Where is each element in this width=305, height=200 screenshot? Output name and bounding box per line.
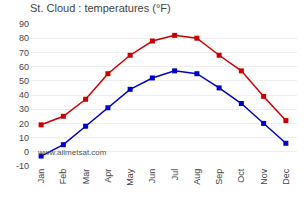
svg-text:-10: -10	[16, 161, 29, 171]
svg-text:May: May	[125, 168, 135, 186]
svg-text:www.allmetsat.com: www.allmetsat.com	[37, 148, 107, 157]
svg-text:Jul: Jul	[170, 169, 180, 181]
svg-text:Mar: Mar	[81, 169, 91, 185]
svg-text:50: 50	[19, 76, 29, 86]
svg-text:Jun: Jun	[147, 169, 157, 184]
svg-text:10: 10	[19, 133, 29, 143]
svg-text:60: 60	[19, 62, 29, 72]
svg-text:20: 20	[19, 119, 29, 129]
svg-text:Sep: Sep	[214, 169, 224, 185]
svg-text:40: 40	[19, 90, 29, 100]
svg-text:Feb: Feb	[58, 169, 68, 185]
svg-text:St. Cloud : temperatures (°F): St. Cloud : temperatures (°F)	[30, 2, 171, 14]
svg-text:Jan: Jan	[36, 169, 46, 184]
svg-text:80: 80	[19, 33, 29, 43]
svg-text:Aug: Aug	[192, 169, 202, 185]
svg-text:70: 70	[19, 48, 29, 58]
svg-text:0: 0	[24, 147, 29, 157]
svg-text:90: 90	[19, 19, 29, 29]
svg-text:30: 30	[19, 104, 29, 114]
svg-text:Nov: Nov	[259, 168, 269, 185]
svg-text:Dec: Dec	[281, 168, 291, 185]
svg-text:Oct: Oct	[236, 168, 246, 183]
svg-text:Apr: Apr	[103, 169, 113, 183]
